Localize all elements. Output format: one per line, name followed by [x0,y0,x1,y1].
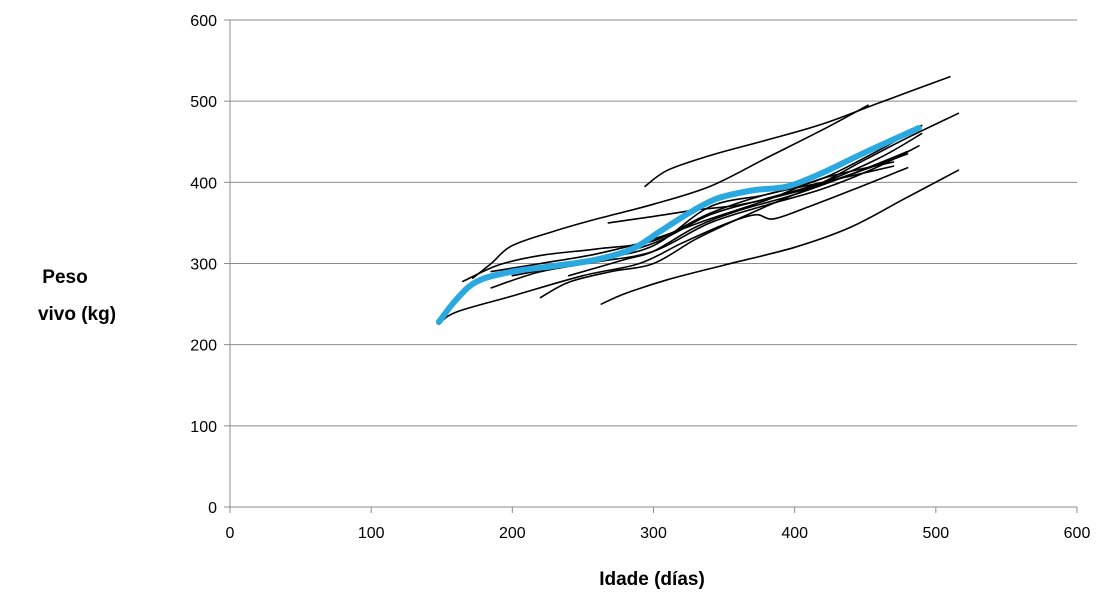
series-line-3 [600,169,960,305]
x-tick-label-200: 200 [499,525,526,542]
series-line-5 [438,166,909,326]
x-axis-ticks: 0 100 200 300 400 500 600 [226,507,1091,542]
x-tick-label-400: 400 [781,525,808,542]
y-tick-label-600: 600 [190,13,217,30]
x-tick-label-500: 500 [922,525,949,542]
series-line-8 [462,165,895,283]
x-tick-label-300: 300 [640,525,667,542]
x-tick-label-600: 600 [1064,525,1091,542]
y-tick-label-300: 300 [190,257,217,274]
x-tick-label-0: 0 [226,525,235,542]
y-axis-ticks: 0 100 200 300 400 500 600 [190,13,230,517]
mean-series-line [435,125,922,325]
gridlines [230,19,1077,427]
y-axis-title-line-2: vivo (kg) [38,304,116,325]
y-axis-title-line-1: Peso [42,267,87,288]
y-tick-label-100: 100 [190,419,217,436]
series-line-12 [568,150,909,277]
y-tick-label-400: 400 [190,175,217,192]
y-tick-label-200: 200 [190,338,217,355]
y-tick-label-500: 500 [190,94,217,111]
individual-series-group [438,76,960,326]
x-axis-title: Idade (días) [599,569,705,590]
x-tick-label-100: 100 [358,525,385,542]
y-tick-label-0: 0 [208,500,217,517]
series-line-11 [539,124,923,273]
mean-series-group [435,125,922,325]
series-line-1 [472,104,869,279]
series-line-2 [644,76,951,188]
